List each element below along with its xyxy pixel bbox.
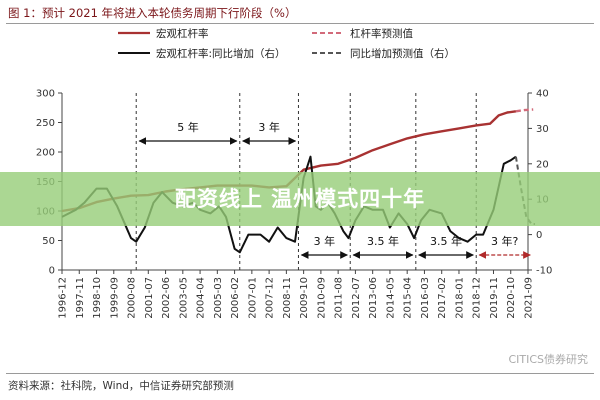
x-tick-label-15: 2010-09 (316, 277, 327, 319)
x-tick-label-1: 1997-11 (75, 277, 86, 319)
legend-label-yoy: 宏观杠杆率:同比增加（右） (156, 47, 286, 60)
y-right-tick-label-0: -10 (536, 266, 552, 277)
x-tick-label-8: 2004-04 (196, 277, 207, 319)
period-label-1: 3 年 (258, 120, 280, 134)
x-tick-label-16: 2011-08 (334, 277, 345, 319)
x-tick-label-20: 2015-04 (403, 277, 414, 319)
period-label-4: 3.5 年 (430, 234, 462, 248)
y-left-tick-label-6: 300 (36, 89, 55, 100)
x-tick-label-2: 1998-10 (92, 277, 103, 319)
x-tick-label-17: 2012-07 (351, 277, 362, 319)
legend-label-yoy-forecast: 同比增加预测值（右） (350, 47, 455, 60)
legend: 宏观杠杆率 杠杆率预测值 宏观杠杆率:同比增加（右） 同比增加预测值（右） (118, 27, 455, 60)
x-tick-label-13: 2008-11 (282, 277, 293, 319)
x-tick-label-27: 2021-09 (524, 277, 535, 319)
overlay-banner: 配资线上 温州模式四十年 (0, 172, 600, 226)
source-note: 资料来源：社科院，Wind，中信证券研究部预测 (8, 380, 234, 392)
period-label-3: 3.5 年 (367, 234, 399, 248)
y-left-tick-label-5: 250 (36, 118, 55, 129)
y-right-tick-label-1: 0 (536, 230, 542, 241)
legend-item-yoy-forecast: 同比增加预测值（右） (312, 47, 455, 60)
y-left-tick-label-4: 200 (36, 148, 55, 159)
figure-title: 图 1：预计 2021 年将进入本轮债务周期下行阶段（%） (8, 6, 297, 20)
x-tick-label-21: 2016-03 (420, 277, 431, 319)
x-tick-label-3: 1999-09 (109, 277, 120, 319)
legend-item-yoy: 宏观杠杆率:同比增加（右） (118, 47, 286, 60)
x-tick-label-7: 2003-05 (178, 277, 189, 319)
x-tick-label-19: 2014-05 (385, 277, 396, 319)
series-line-1 (515, 108, 534, 113)
legend-label-leverage-forecast: 杠杆率预测值 (350, 27, 413, 40)
x-tick-label-11: 2007-01 (247, 277, 258, 319)
x-tick-label-23: 2018-01 (454, 277, 465, 319)
period-label-5: 3 年? (491, 234, 518, 248)
watermark-text: CITICS债券研究 (508, 353, 588, 366)
source-divider (6, 373, 594, 374)
banner-text: 配资线上 温州模式四十年 (174, 187, 426, 211)
x-tick-label-25: 2019-11 (489, 277, 500, 319)
y-right-tick-label-5: 40 (536, 89, 549, 100)
x-tick-label-9: 2005-03 (213, 277, 224, 319)
y-left-tick-label-0: 0 (49, 266, 55, 277)
period-label-2: 3 年 (314, 234, 336, 248)
x-tick-label-10: 2006-02 (230, 277, 241, 319)
title-divider (6, 23, 594, 24)
x-tick-label-6: 2002-06 (161, 277, 172, 319)
legend-label-leverage: 宏观杠杆率 (156, 27, 209, 40)
x-tick-label-18: 2013-06 (368, 277, 379, 319)
y-right-tick-label-3: 20 (536, 159, 549, 170)
x-tick-label-5: 2001-07 (144, 277, 155, 319)
x-tick-label-14: 2009-10 (299, 277, 310, 319)
legend-item-leverage: 宏观杠杆率 (118, 27, 209, 40)
x-tick-label-26: 2020-10 (506, 277, 517, 319)
cycle-period-annotations: 5 年 3 年 3 年 3.5 年 3.5 年 3 年? (138, 120, 531, 259)
x-tick-label-22: 2017-02 (437, 277, 448, 319)
y-right-tick-label-4: 30 (536, 124, 549, 135)
legend-item-leverage-forecast: 杠杆率预测值 (312, 27, 413, 40)
x-tick-label-24: 2018-12 (472, 277, 483, 319)
x-tick-label-0: 1996-12 (58, 277, 69, 319)
x-tick-label-12: 2007-12 (265, 277, 276, 319)
x-tick-label-4: 2000-08 (127, 277, 138, 319)
period-label-0: 5 年 (177, 120, 199, 134)
y-left-tick-label-1: 50 (42, 236, 55, 247)
